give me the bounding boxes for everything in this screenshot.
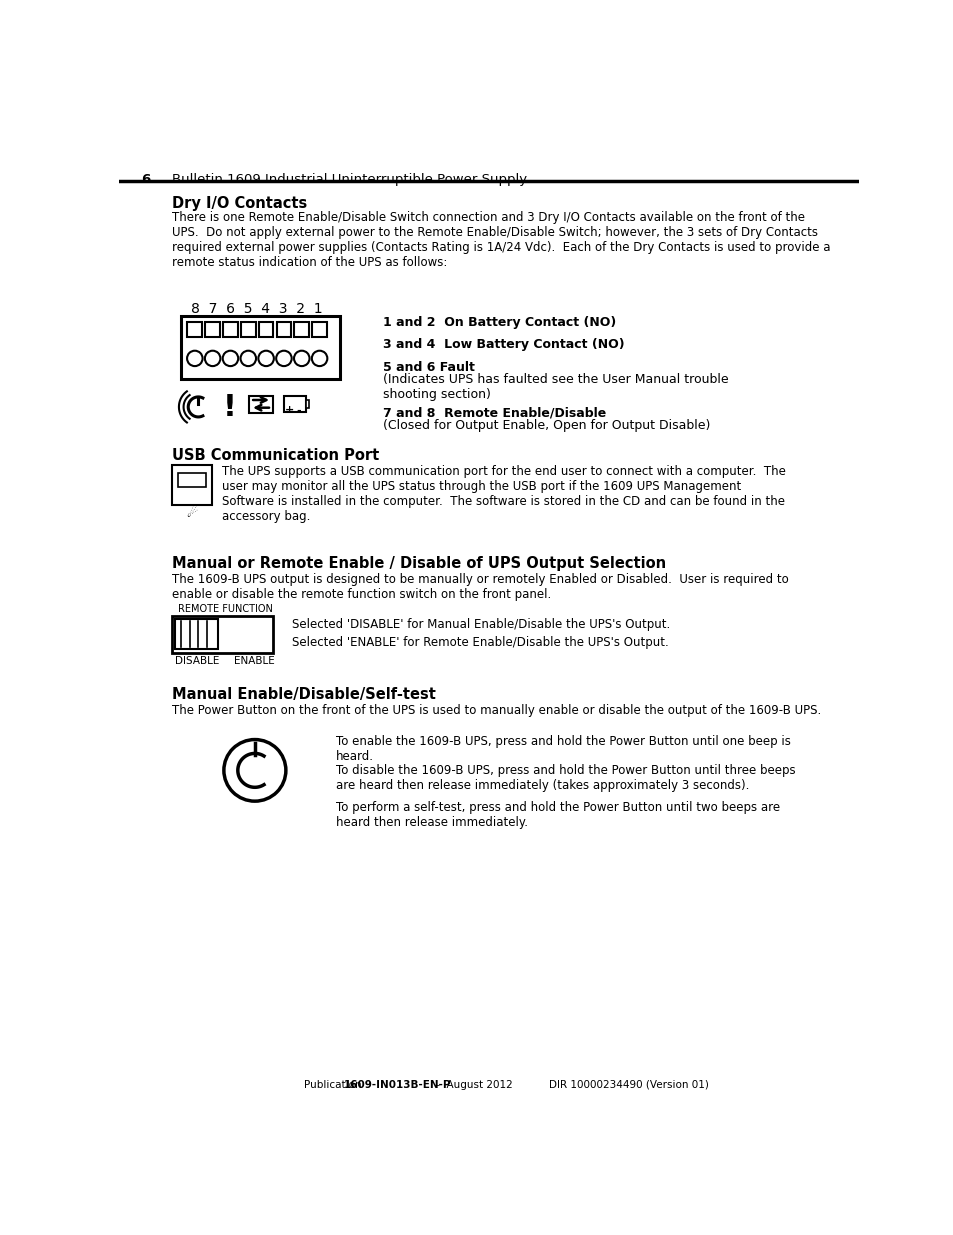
Text: Manual Enable/Disable/Self-test: Manual Enable/Disable/Self-test — [172, 687, 436, 703]
Text: +: + — [285, 405, 294, 415]
Text: 7 and 8  Remote Enable/Disable: 7 and 8 Remote Enable/Disable — [382, 406, 605, 420]
Bar — [223, 322, 237, 337]
Text: DISABLE: DISABLE — [174, 656, 219, 667]
Text: 3 and 4  Low Battery Contact (NO): 3 and 4 Low Battery Contact (NO) — [382, 337, 623, 351]
Text: The 1609-B UPS output is designed to be manually or remotely Enabled or Disabled: The 1609-B UPS output is designed to be … — [172, 573, 788, 601]
Circle shape — [224, 740, 286, 802]
Bar — [241, 322, 255, 337]
Text: 1609-IN013B-EN-P: 1609-IN013B-EN-P — [344, 1079, 451, 1091]
Bar — [294, 322, 309, 337]
Text: To enable the 1609-B UPS, press and hold the Power Button until one beep is
hear: To enable the 1609-B UPS, press and hold… — [335, 735, 790, 763]
Bar — [306, 400, 309, 408]
Text: USB Communication Port: USB Communication Port — [172, 448, 378, 463]
Bar — [172, 466, 212, 505]
Text: 6: 6 — [141, 173, 150, 185]
Text: DIR 10000234490 (Version 01): DIR 10000234490 (Version 01) — [549, 1079, 708, 1091]
Text: -  August 2012: - August 2012 — [433, 1079, 513, 1091]
Text: 8  7  6  5  4  3  2  1: 8 7 6 5 4 3 2 1 — [191, 303, 322, 316]
Text: There is one Remote Enable/Disable Switch connection and 3 Dry I/O Contacts avai: There is one Remote Enable/Disable Switc… — [172, 211, 829, 269]
Circle shape — [187, 351, 202, 366]
Bar — [258, 322, 274, 337]
Bar — [178, 473, 206, 487]
Text: To perform a self-test, press and hold the Power Button until two beeps are
hear: To perform a self-test, press and hold t… — [335, 802, 780, 829]
Text: -: - — [296, 405, 301, 415]
Text: (Indicates UPS has faulted see the User Manual trouble
shooting section): (Indicates UPS has faulted see the User … — [382, 373, 727, 401]
Text: REMOTE FUNCTION: REMOTE FUNCTION — [178, 604, 273, 614]
Text: (Closed for Output Enable, Open for Output Disable): (Closed for Output Enable, Open for Outp… — [382, 419, 709, 432]
Text: 5 and 6 Fault: 5 and 6 Fault — [382, 361, 475, 374]
Text: 1 and 2  On Battery Contact (NO): 1 and 2 On Battery Contact (NO) — [382, 316, 616, 329]
Circle shape — [222, 351, 238, 366]
Bar — [172, 616, 273, 653]
Circle shape — [294, 351, 309, 366]
Bar — [284, 396, 306, 411]
Circle shape — [312, 351, 327, 366]
Text: Bulletin 1609 Industrial Uninterruptible Power Supply: Bulletin 1609 Industrial Uninterruptible… — [172, 173, 526, 185]
Circle shape — [205, 351, 220, 366]
Bar — [181, 316, 340, 379]
Circle shape — [240, 351, 255, 366]
Bar — [187, 322, 202, 337]
Bar — [205, 322, 220, 337]
Text: Selected 'DISABLE' for Manual Enable/Disable the UPS's Output.: Selected 'DISABLE' for Manual Enable/Dis… — [292, 618, 670, 631]
Text: The Power Button on the front of the UPS is used to manually enable or disable t: The Power Button on the front of the UPS… — [172, 704, 821, 718]
Text: Selected 'ENABLE' for Remote Enable/Disable the UPS's Output.: Selected 'ENABLE' for Remote Enable/Disa… — [292, 636, 668, 650]
Text: ENABLE: ENABLE — [233, 656, 274, 667]
Text: Dry I/O Contacts: Dry I/O Contacts — [172, 196, 307, 211]
Text: The UPS supports a USB communication port for the end user to connect with a com: The UPS supports a USB communication por… — [221, 466, 784, 524]
Bar — [276, 322, 291, 337]
Bar — [174, 620, 217, 648]
Text: Publication: Publication — [303, 1079, 364, 1091]
Bar — [312, 322, 327, 337]
Bar — [249, 396, 274, 412]
Circle shape — [258, 351, 274, 366]
Text: To disable the 1609-B UPS, press and hold the Power Button until three beeps
are: To disable the 1609-B UPS, press and hol… — [335, 764, 795, 792]
Text: Manual or Remote Enable / Disable of UPS Output Selection: Manual or Remote Enable / Disable of UPS… — [172, 556, 665, 572]
Text: !: ! — [222, 393, 236, 422]
Text: ☄: ☄ — [186, 508, 197, 520]
Circle shape — [276, 351, 292, 366]
